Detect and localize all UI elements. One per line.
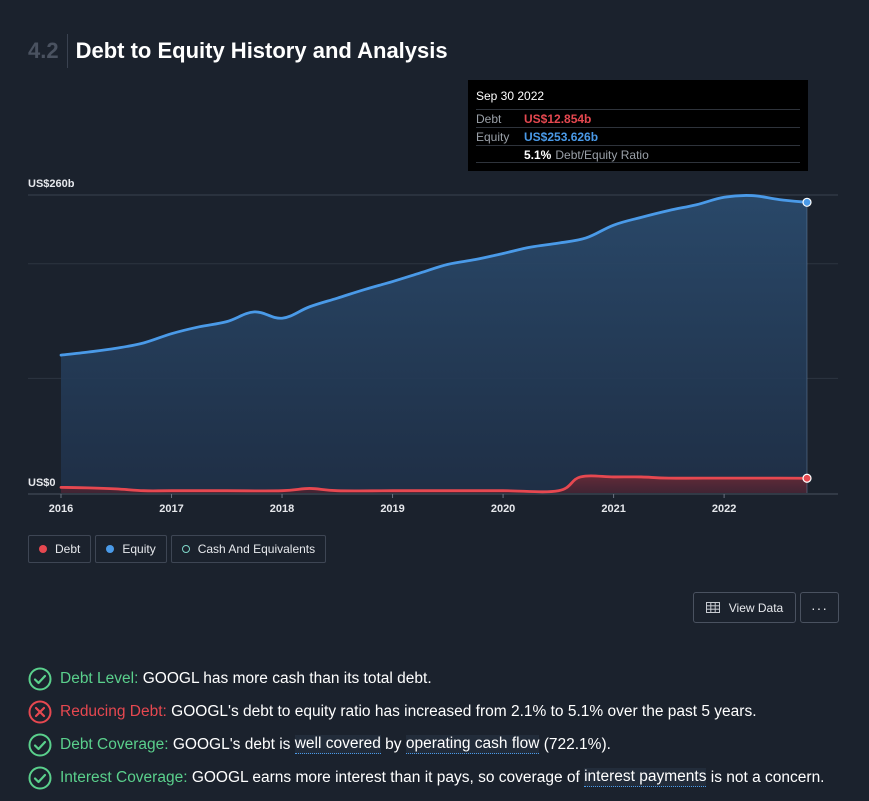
table-icon bbox=[705, 602, 720, 613]
tooltip-debt-row: Debt US$12.854b bbox=[476, 109, 800, 127]
check-text: GOOGL earns more interest than it pays, … bbox=[187, 768, 585, 786]
section-header: 4.2 Debt to Equity History and Analysis bbox=[28, 34, 448, 68]
debt-area bbox=[61, 475, 807, 493]
tooltip-debt-label: Debt bbox=[476, 112, 502, 126]
section-number: 4.2 bbox=[28, 34, 68, 68]
tooltip-equity-value: US$253.626b bbox=[524, 130, 599, 144]
check-label: Debt Level: bbox=[60, 669, 139, 687]
tooltip-ratio-label: Debt/Equity Ratio bbox=[555, 148, 649, 162]
tooltip-ratio-row: 5.1% Debt/Equity Ratio bbox=[476, 145, 800, 163]
legend-item-cash[interactable]: Cash And Equivalents bbox=[170, 535, 327, 563]
interest-payments-link[interactable]: interest payments bbox=[584, 768, 707, 787]
page-title: Debt to Equity History and Analysis bbox=[75, 38, 448, 63]
x-tick-label: 2017 bbox=[159, 503, 183, 515]
view-data-label: View Data bbox=[728, 600, 784, 615]
view-data-button[interactable]: View Data bbox=[693, 592, 796, 623]
debt-point-marker bbox=[802, 473, 812, 483]
equity-dot-icon bbox=[106, 545, 115, 553]
cash-dot-icon bbox=[181, 545, 190, 553]
tooltip-equity-label: Equity bbox=[476, 130, 510, 144]
check-interest-coverage: Interest Coverage: GOOGL earns more inte… bbox=[28, 761, 825, 794]
equity-point-marker bbox=[802, 197, 812, 207]
check-circle-icon bbox=[28, 667, 52, 690]
tooltip-ratio-value: 5.1% bbox=[524, 148, 552, 162]
legend-item-debt[interactable]: Debt bbox=[28, 535, 92, 563]
legend-item-equity[interactable]: Equity bbox=[95, 535, 167, 563]
check-text: by bbox=[380, 735, 406, 753]
tooltip-debt-value: US$12.854b bbox=[524, 112, 592, 126]
legend-label-debt: Debt bbox=[55, 542, 81, 556]
cross-circle-icon bbox=[28, 700, 52, 723]
debt-equity-chart[interactable]: US$260b US$0 2016 2017 2018 2019 2020 2021 2022 bbox=[0, 0, 869, 530]
y-axis-top-label: US$260b bbox=[28, 178, 75, 190]
check-debt-coverage: Debt Coverage: GOOGL's debt is well cove… bbox=[28, 728, 825, 761]
more-options-button[interactable]: ··· bbox=[800, 592, 839, 623]
y-axis-bottom-label: US$0 bbox=[28, 477, 56, 489]
debt-dot-icon bbox=[39, 545, 47, 553]
equity-line bbox=[59, 194, 809, 357]
check-text: GOOGL's debt is bbox=[168, 735, 295, 753]
check-label: Debt Coverage: bbox=[60, 735, 169, 753]
chart-tooltip: Sep 30 2022 Debt US$12.854b Equity US$25… bbox=[468, 80, 808, 171]
x-tick-label: 2021 bbox=[601, 503, 625, 515]
check-text: is not a concern. bbox=[706, 768, 825, 786]
x-tick-label: 2016 bbox=[49, 503, 73, 515]
check-label: Interest Coverage: bbox=[60, 768, 188, 786]
x-tick-label: 2019 bbox=[380, 503, 404, 515]
check-text: GOOGL's debt to equity ratio has increas… bbox=[166, 702, 757, 720]
chart-legend: Debt Equity Cash And Equivalents bbox=[28, 535, 327, 563]
more-icon: ··· bbox=[811, 599, 828, 616]
legend-label-equity: Equity bbox=[122, 542, 156, 556]
x-tick-label: 2020 bbox=[491, 503, 515, 515]
check-circle-icon bbox=[28, 766, 52, 789]
x-tick-label: 2018 bbox=[270, 503, 294, 515]
check-debt-level: Debt Level: GOOGL has more cash than its… bbox=[28, 662, 825, 695]
check-circle-icon bbox=[28, 733, 52, 756]
tooltip-date: Sep 30 2022 bbox=[476, 89, 545, 103]
check-text: (722.1%). bbox=[539, 735, 611, 753]
check-label: Reducing Debt: bbox=[60, 702, 167, 720]
tooltip-equity-row: Equity US$253.626b bbox=[476, 127, 800, 145]
well-covered-link[interactable]: well covered bbox=[294, 735, 381, 754]
check-reducing-debt: Reducing Debt: GOOGL's debt to equity ra… bbox=[28, 695, 825, 728]
equity-area bbox=[61, 195, 807, 493]
check-text: GOOGL has more cash than its total debt. bbox=[138, 669, 432, 687]
x-tick-label: 2022 bbox=[712, 503, 736, 515]
debt-checks-list: Debt Level: GOOGL has more cash than its… bbox=[28, 662, 825, 794]
legend-label-cash: Cash And Equivalents bbox=[197, 542, 316, 556]
debt-line bbox=[59, 474, 809, 494]
operating-cash-flow-link[interactable]: operating cash flow bbox=[405, 735, 540, 754]
